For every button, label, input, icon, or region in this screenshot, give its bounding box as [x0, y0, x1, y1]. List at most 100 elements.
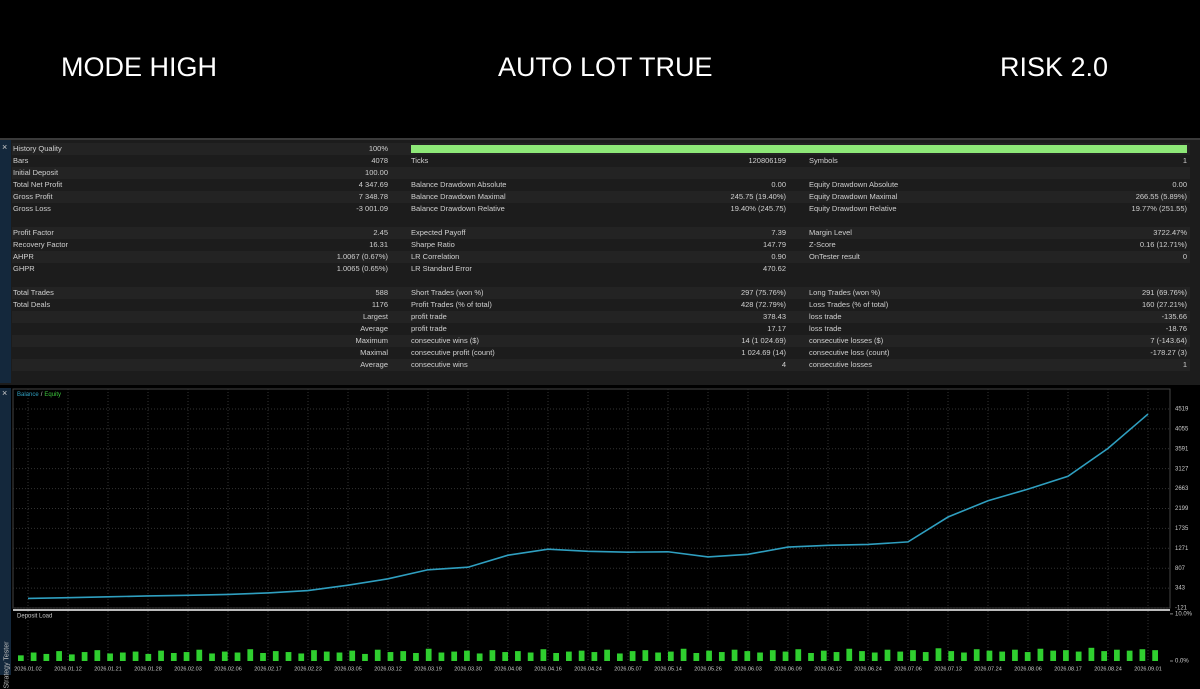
stat-label: consecutive profit (count)	[411, 348, 495, 357]
y-tick-label: 3591	[1175, 446, 1189, 452]
risk-title: RISK 2.0	[1000, 52, 1109, 82]
deposit-bar	[922, 652, 929, 661]
deposit-bar	[81, 652, 88, 661]
stat-value: 14 (1 024.69)	[741, 336, 786, 345]
stat-label: OnTester result	[809, 252, 860, 261]
stat-label: loss trade	[809, 324, 842, 333]
deposit-bar	[731, 649, 738, 661]
y-tick-label: 1271	[1175, 546, 1189, 552]
stats-row: Bars 4078 Ticks 120806199 Symbols 1	[12, 155, 1190, 167]
deposit-bar	[1037, 648, 1044, 661]
deposit-bar	[910, 650, 916, 661]
close-button[interactable]: ×	[2, 142, 8, 152]
y-tick-label: 3127	[1175, 466, 1189, 472]
x-tick-label: 2026.07.06	[894, 666, 922, 672]
deposit-bar	[1012, 649, 1018, 661]
y-tick-label: 4519	[1175, 407, 1189, 413]
y-tick-label: 4055	[1175, 426, 1189, 432]
deposit-bar	[425, 648, 432, 661]
x-tick-label: 2026.01.02	[14, 666, 42, 672]
stat-label: Ticks	[411, 156, 429, 165]
stat-value: 2.45	[373, 228, 388, 237]
stats-row: Maximal consecutive profit (count) 1 024.6…	[12, 347, 1190, 359]
deposit-bar	[170, 652, 177, 661]
stats-row: Recovery Factor 16.31 Sharpe Ratio 147.79 Z-…	[12, 239, 1190, 251]
stat-label: Margin Level	[809, 228, 852, 237]
stat-value: 378.43	[763, 312, 786, 321]
x-tick-label: 2026.08.24	[1094, 666, 1122, 672]
legend-separator: /	[41, 392, 43, 398]
stat-value: 120806199	[748, 156, 786, 165]
stat-label: Balance Drawdown Relative	[411, 204, 505, 213]
deposit-bar	[1050, 650, 1057, 661]
stat-value: 19.40% (245.75)	[730, 204, 786, 213]
x-tick-label: 2026.02.06	[214, 666, 242, 672]
x-tick-label: 2026.07.13	[934, 666, 962, 672]
deposit-bar	[323, 651, 330, 661]
y-tick-label: 2199	[1175, 506, 1189, 512]
x-tick-label: 2026.06.12	[814, 666, 842, 672]
deposit-bar	[667, 651, 674, 661]
deposit-bar	[935, 648, 942, 661]
stat-label: Gross Loss	[13, 204, 51, 213]
stat-label: Symbols	[809, 156, 838, 165]
stat-value: 16.31	[369, 240, 388, 249]
stat-label: profit trade	[411, 312, 447, 321]
balance-chart: 4519 4055 3591 3127 2663 2199 1735 1271 807 343 -1…	[12, 386, 1200, 675]
deposit-bar	[374, 649, 381, 661]
screen: MODE HIGH AUTO LOT TRUE RISK 2.0 History…	[0, 52, 1200, 689]
deposit-bar	[820, 650, 827, 661]
stat-value: 0.00	[771, 180, 786, 189]
deposit-bar	[260, 652, 266, 661]
deposit-bar	[757, 652, 763, 661]
y-tick-label: 343	[1175, 586, 1186, 592]
stat-label: GHPR	[13, 264, 35, 273]
stat-label: LR Standard Error	[411, 264, 472, 273]
legend-item: Balance	[17, 392, 39, 398]
x-tick-label: 2026.03.05	[334, 666, 362, 672]
deposit-bar	[298, 653, 305, 661]
x-tick-label: 2026.07.24	[974, 666, 1002, 672]
stat-value: -18.76	[1165, 324, 1187, 333]
deposit-bar	[706, 650, 712, 661]
stats-row: AHPR 1.0067 (0.67%) LR Correlation 0.90 OnTe…	[12, 251, 1190, 263]
deposit-bar	[438, 652, 445, 661]
stat-value: Largest	[362, 312, 388, 321]
stat-value: 100.00	[365, 168, 388, 177]
stat-value: 1	[1182, 360, 1187, 369]
stat-label: Loss Trades (% of total)	[809, 300, 889, 309]
plot-frame	[12, 388, 1171, 609]
deposit-bar	[833, 652, 840, 661]
stat-value: 1.0065 (0.65%)	[336, 264, 388, 273]
deposit-bar	[1126, 650, 1133, 661]
deposit-bar	[464, 650, 470, 661]
deposit-bar	[30, 652, 37, 661]
deposit-bar	[476, 653, 483, 661]
stats-row: Total Trades 588 Short Trades (won %) 297 (…	[12, 287, 1190, 299]
deposit-bar	[107, 653, 113, 661]
quality-bar	[411, 145, 1187, 153]
stat-value: 1	[1182, 156, 1187, 165]
deposit-bar	[272, 651, 279, 661]
close-button[interactable]: ×	[2, 388, 8, 398]
stat-value: 245.75 (19.40%)	[730, 192, 786, 201]
x-tick-label: 2026.02.23	[294, 666, 322, 672]
stat-value: 4	[781, 360, 786, 369]
deposit-bar	[362, 653, 368, 661]
x-tick-label: 2026.01.28	[134, 666, 162, 672]
deposit-bar	[94, 650, 101, 661]
deposit-bar	[502, 652, 509, 661]
stat-value: 17.17	[767, 324, 786, 333]
x-tick-label: 2026.04.24	[574, 666, 602, 672]
deposit-bar	[247, 649, 254, 661]
stat-label: loss trade	[809, 312, 842, 321]
deposit-bar	[489, 650, 496, 661]
deposit-bar	[158, 650, 164, 661]
stat-value: 3722.47%	[1153, 228, 1187, 237]
stats-row: Gross Profit 7 348.78 Balance Drawdown Max…	[12, 191, 1190, 203]
x-tick-label: 2026.05.26	[694, 666, 722, 672]
deposit-bar	[693, 652, 700, 661]
sidebar	[0, 388, 11, 675]
mode-title: MODE HIGH	[61, 52, 218, 82]
stats-row: Initial Deposit 100.00	[12, 167, 1190, 179]
